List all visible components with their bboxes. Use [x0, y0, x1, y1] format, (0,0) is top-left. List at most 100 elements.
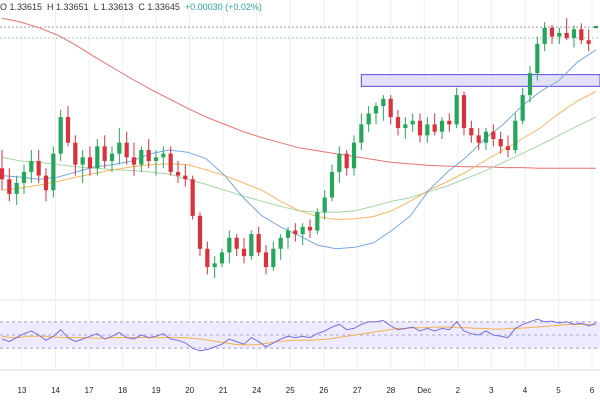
candle-body: [579, 29, 584, 41]
candle-body: [461, 95, 467, 129]
low-value: L 1.33613: [93, 2, 134, 12]
candle-body: [425, 124, 430, 136]
x-tick-label: 3: [489, 386, 494, 395]
close-value: C 1.33645: [138, 2, 180, 12]
candle-body: [315, 212, 320, 231]
x-tick-label: 24: [252, 386, 261, 395]
x-tick-label: 26: [319, 386, 328, 395]
candle-body: [7, 179, 12, 194]
candle-body: [21, 171, 27, 183]
candle-body: [322, 197, 327, 213]
rsi-panel: [0, 318, 600, 352]
candle-body: [271, 248, 276, 268]
x-tick-label: 17: [85, 386, 94, 395]
candle-body: [571, 29, 577, 39]
candle-body: [469, 128, 474, 136]
candle-body: [51, 153, 56, 191]
candle-body: [564, 32, 569, 39]
candle-body: [241, 248, 247, 257]
candle-body: [278, 237, 283, 249]
candle-body: [102, 146, 107, 161]
candle-body: [36, 160, 41, 176]
candle-body: [381, 98, 386, 107]
candle-body: [117, 142, 122, 154]
high-value: H 1.33651: [47, 2, 89, 12]
candle-body: [14, 182, 19, 194]
candle-body: [483, 131, 489, 143]
candle-body: [395, 117, 401, 129]
candle-body: [454, 95, 459, 125]
candle-body: [535, 43, 540, 74]
x-tick-label: 14: [51, 386, 60, 395]
candle-body: [161, 153, 166, 158]
sma-mid-line: [1, 91, 597, 221]
x-tick-label: 5: [556, 386, 561, 395]
candle-body: [439, 120, 445, 132]
candle-body: [491, 131, 496, 140]
x-tick-label: 13: [18, 386, 27, 395]
candle-body: [388, 98, 393, 118]
candle-body: [153, 157, 159, 161]
candle-body: [124, 142, 129, 158]
candle-body: [417, 120, 423, 136]
candle-body: [227, 237, 232, 253]
candle-body: [256, 234, 261, 253]
x-tick-label: 6: [590, 386, 595, 395]
moving-averages: [1, 17, 597, 250]
candles: [0, 18, 599, 279]
candle-body: [263, 252, 269, 268]
candle-body: [168, 153, 173, 172]
supply-zone: [360, 74, 600, 87]
candle-body: [586, 40, 591, 44]
candle-body: [175, 171, 181, 176]
candle-body: [307, 226, 313, 231]
rsi-ma-line: [1, 323, 597, 346]
candle-body: [505, 146, 511, 150]
candle-body: [344, 153, 349, 169]
x-tick-label: 19: [152, 386, 161, 395]
candle-body: [234, 237, 239, 249]
candle-body: [95, 146, 100, 169]
candle-body: [432, 124, 437, 132]
candle-body: [190, 179, 195, 216]
candle-body: [183, 175, 188, 180]
candle-body: [146, 150, 151, 161]
candle-body: [351, 142, 357, 169]
sma-long-line: [1, 17, 596, 169]
candle-body: [513, 120, 518, 150]
candle-body: [73, 142, 78, 165]
candle-body: [109, 153, 115, 161]
x-tick-label: 21: [219, 386, 228, 395]
ohlc-header: O 1.33615 H 1.33651 L 1.33613 C 1.33645 +0.0…: [0, 2, 262, 12]
x-tick-label: 28: [386, 386, 395, 395]
candle-body: [359, 124, 364, 143]
candle-body: [403, 124, 408, 129]
x-axis: 13 14 17 18 19 20 21 24 25 26 27 28 Dec 2 3 4 5 6: [18, 386, 595, 395]
candle-body: [520, 95, 525, 121]
open-value: O 1.33615: [0, 2, 43, 12]
zone-box: [360, 74, 600, 87]
candle-body: [285, 230, 291, 238]
candle-body: [58, 117, 63, 154]
candle-body: [373, 106, 379, 114]
x-tick-label: 25: [286, 386, 295, 395]
candle-body: [80, 157, 85, 165]
x-tick-label: 4: [523, 386, 528, 395]
candle-body: [197, 215, 203, 249]
sma-fast-line: [1, 49, 597, 250]
candle-body: [542, 27, 547, 44]
main-grid: [0, 0, 600, 371]
candle-body: [593, 25, 599, 29]
candle-body: [410, 120, 415, 125]
candle-body: [0, 168, 5, 180]
candle-body: [87, 157, 93, 169]
candle-body: [65, 117, 71, 143]
candle-body: [476, 135, 481, 143]
horizontal-levels: [0, 26, 600, 39]
candle-body: [293, 230, 298, 235]
candle-body: [205, 248, 210, 268]
candle-body: [447, 120, 452, 125]
candle-body: [139, 150, 144, 165]
candle-body: [249, 234, 254, 257]
